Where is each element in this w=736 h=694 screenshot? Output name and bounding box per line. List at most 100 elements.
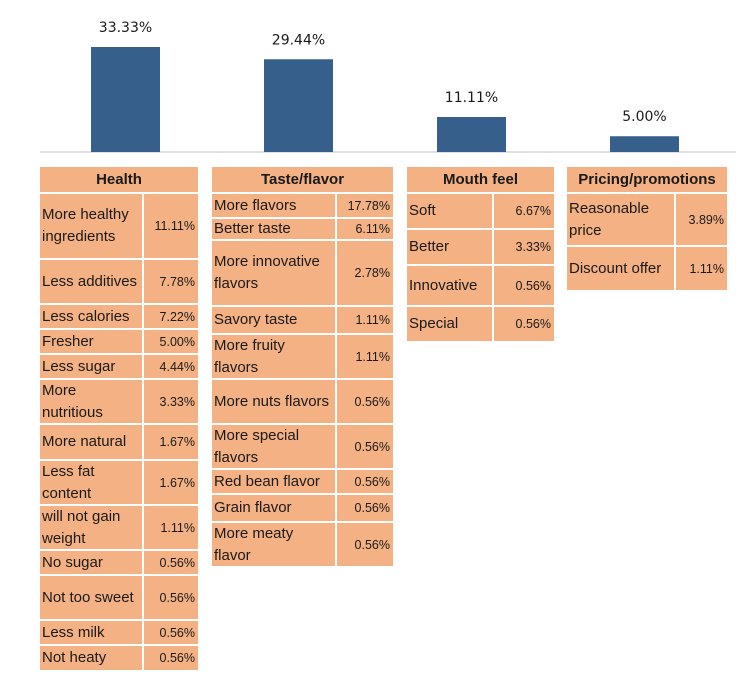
row-value: 1.11% (675, 246, 728, 291)
table-pricing-promotions: Pricing/promotions Reasonable price 3.89%… (566, 166, 728, 291)
table-row: Better 3.33% (406, 229, 555, 265)
row-label: Less milk (39, 620, 143, 645)
row-value: 3.33% (493, 229, 555, 265)
table-row: Soft 6.67% (406, 193, 555, 229)
row-value: 0.56% (493, 265, 555, 306)
row-label: Red bean flavor (211, 469, 336, 494)
row-label: More special flavors (211, 424, 336, 469)
row-value: 2.78% (336, 240, 394, 306)
row-label: Less calories (39, 304, 143, 329)
row-label: Less additives (39, 259, 143, 304)
bar-1 (264, 59, 333, 152)
row-label: Discount offer (566, 246, 675, 291)
table-row: Special 0.56% (406, 306, 555, 342)
row-label: More healthy ingredients (39, 193, 143, 259)
row-label: Less fat content (39, 460, 143, 505)
table-row: Reasonable price 3.89% (566, 193, 728, 246)
table-row: Better taste 6.11% (211, 218, 394, 240)
bar-value-label: 29.44% (272, 32, 325, 48)
table-row: More flavors 17.78% (211, 193, 394, 218)
row-label: Innovative (406, 265, 493, 306)
row-label: Better taste (211, 218, 336, 240)
bar-chart: 33.33% 29.44% 11.11% 5.00% (40, 20, 736, 153)
table-row: Less fat content 1.67% (39, 460, 199, 505)
table-row: Not too sweet 0.56% (39, 575, 199, 620)
table-row: Red bean flavor 0.56% (211, 469, 394, 494)
row-value: 1.11% (143, 505, 199, 550)
table-row: More meaty flavor 0.56% (211, 522, 394, 567)
table-row: No sugar 0.56% (39, 550, 199, 575)
row-value: 0.56% (336, 379, 394, 424)
row-label: More natural (39, 424, 143, 460)
table-rows: Soft 6.67% Better 3.33% Innovative 0.56% Speci… (406, 193, 555, 342)
bar-0 (91, 47, 160, 152)
row-value: 5.00% (143, 329, 199, 354)
row-label: More flavors (211, 193, 336, 218)
row-label: Soft (406, 193, 493, 229)
row-value: 0.56% (493, 306, 555, 342)
row-label: will not gain weight (39, 505, 143, 550)
row-label: Less sugar (39, 354, 143, 379)
table-mouth-feel: Mouth feel Soft 6.67% Better 3.33% Innovativ… (406, 166, 555, 342)
table-row: Not heaty 0.56% (39, 645, 199, 671)
table-row: Savory taste 1.11% (211, 306, 394, 334)
row-value: 0.56% (143, 575, 199, 620)
row-value: 6.11% (336, 218, 394, 240)
table-row: More fruity flavors 1.11% (211, 334, 394, 379)
row-value: 0.56% (336, 494, 394, 522)
bar-value-label: 5.00% (622, 109, 666, 125)
row-value: 0.56% (143, 620, 199, 645)
bar-value-label: 11.11% (445, 90, 498, 106)
row-label: Not heaty (39, 645, 143, 671)
row-label: More nuts flavors (211, 379, 336, 424)
table-row: Less milk 0.56% (39, 620, 199, 645)
row-value: 7.22% (143, 304, 199, 329)
row-value: 7.78% (143, 259, 199, 304)
table-header: Health (39, 166, 199, 193)
table-header: Taste/flavor (211, 166, 394, 193)
table-health: Health More healthy ingredients 11.11% Les… (39, 166, 199, 671)
row-label: Not too sweet (39, 575, 143, 620)
row-value: 0.56% (143, 550, 199, 575)
row-value: 1.67% (143, 424, 199, 460)
table-row: More healthy ingredients 11.11% (39, 193, 199, 259)
row-label: Special (406, 306, 493, 342)
table-row: will not gain weight 1.11% (39, 505, 199, 550)
bar-3 (610, 136, 679, 152)
row-value: 6.67% (493, 193, 555, 229)
row-label: More innovative flavors (211, 240, 336, 306)
row-value: 0.56% (336, 522, 394, 567)
table-rows: More healthy ingredients 11.11% Less addit… (39, 193, 199, 671)
table-row: Innovative 0.56% (406, 265, 555, 306)
table-row: Grain flavor 0.56% (211, 494, 394, 522)
table-rows: Reasonable price 3.89% Discount offer 1.11% (566, 193, 728, 291)
table-row: Less sugar 4.44% (39, 354, 199, 379)
table-header: Pricing/promotions (566, 166, 728, 193)
row-label: Fresher (39, 329, 143, 354)
table-row: More innovative flavors 2.78% (211, 240, 394, 306)
row-value: 0.56% (336, 424, 394, 469)
bar-2 (437, 117, 506, 152)
row-label: More fruity flavors (211, 334, 336, 379)
row-value: 1.67% (143, 460, 199, 505)
row-value: 3.89% (675, 193, 728, 246)
table-row: More nutritious 3.33% (39, 379, 199, 424)
row-value: 1.11% (336, 306, 394, 334)
row-value: 11.11% (143, 193, 199, 259)
table-row: Less calories 7.22% (39, 304, 199, 329)
row-value: 3.33% (143, 379, 199, 424)
row-label: Savory taste (211, 306, 336, 334)
table-taste-flavor: Taste/flavor More flavors 17.78% Better ta… (211, 166, 394, 567)
table-row: More natural 1.67% (39, 424, 199, 460)
row-label: More meaty flavor (211, 522, 336, 567)
table-header: Mouth feel (406, 166, 555, 193)
row-value: 1.11% (336, 334, 394, 379)
table-row: More nuts flavors 0.56% (211, 379, 394, 424)
row-value: 4.44% (143, 354, 199, 379)
table-row: More special flavors 0.56% (211, 424, 394, 469)
table-row: Less additives 7.78% (39, 259, 199, 304)
row-value: 17.78% (336, 193, 394, 218)
row-label: More nutritious (39, 379, 143, 424)
row-value: 0.56% (336, 469, 394, 494)
bar-value-label: 33.33% (99, 20, 152, 36)
